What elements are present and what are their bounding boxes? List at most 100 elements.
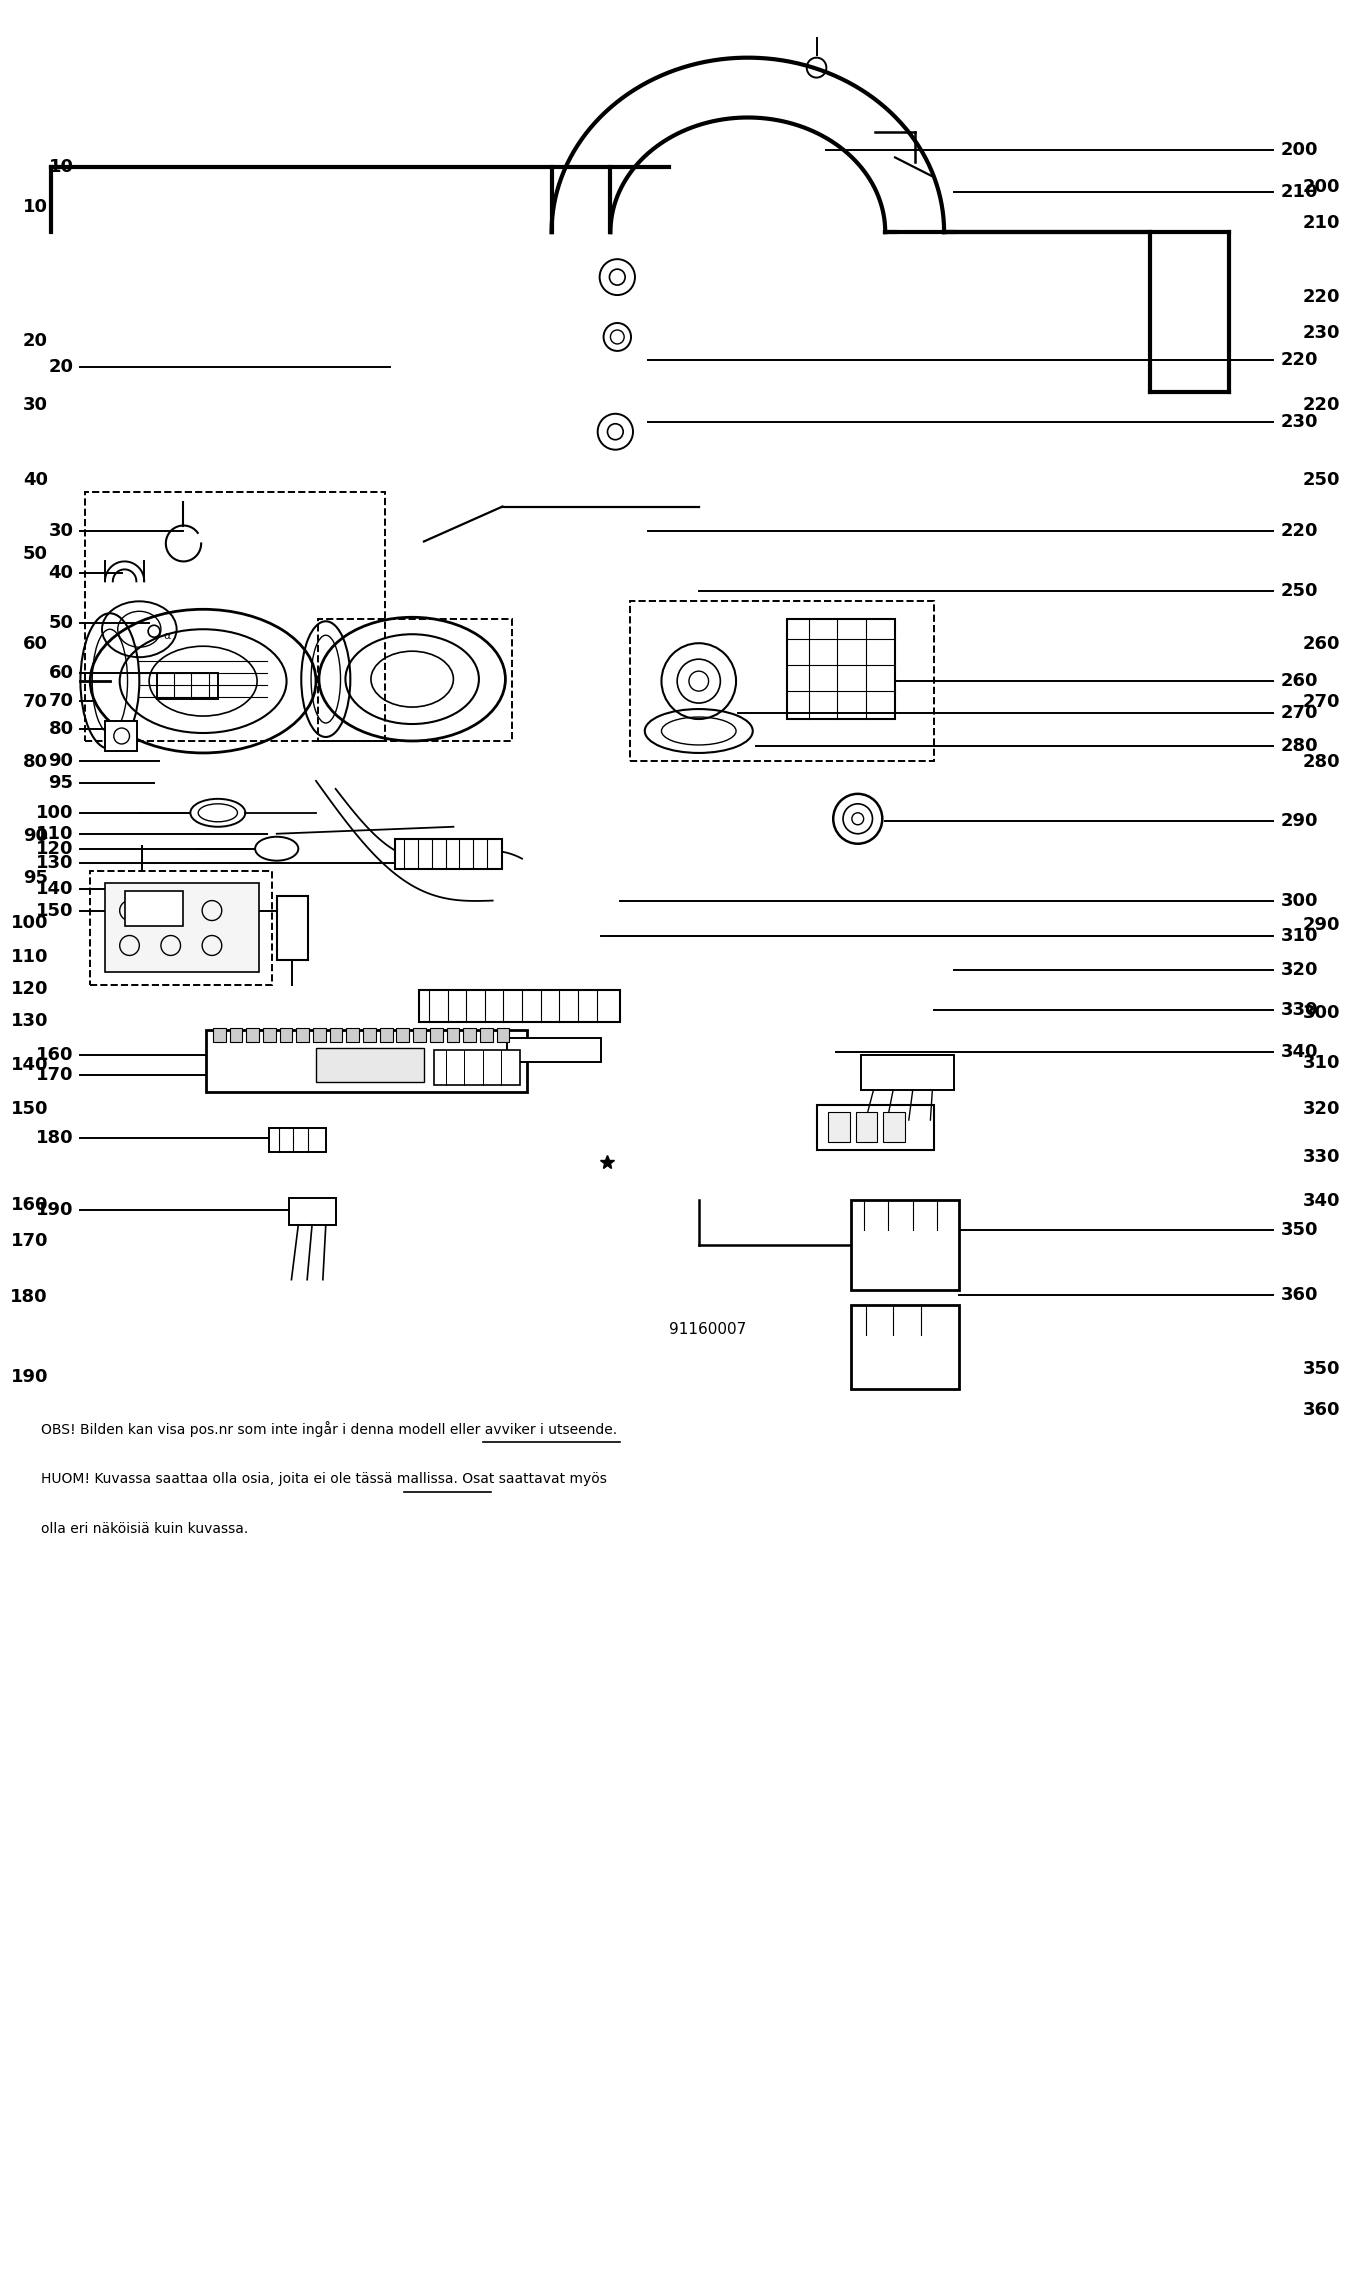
Text: 350: 350	[1303, 1361, 1339, 1379]
Bar	[289, 1199, 336, 1224]
Bar	[90, 870, 271, 986]
Text: 130: 130	[11, 1011, 49, 1030]
Text: 280: 280	[1281, 737, 1319, 756]
Text: 60: 60	[49, 664, 73, 683]
Text: 91160007: 91160007	[670, 1322, 747, 1338]
Text: 30: 30	[23, 397, 49, 416]
Bar	[363, 1027, 375, 1043]
Text: 230: 230	[1281, 413, 1319, 431]
Bar	[379, 1027, 393, 1043]
Text: 180: 180	[36, 1130, 73, 1146]
Text: 80: 80	[49, 719, 73, 737]
Text: 210: 210	[1303, 215, 1339, 233]
Text: 40: 40	[23, 470, 49, 489]
Text: 95: 95	[49, 774, 73, 792]
Text: 110: 110	[36, 824, 73, 842]
Text: 90: 90	[23, 826, 49, 845]
Bar	[447, 1027, 459, 1043]
Bar	[246, 1027, 259, 1043]
Bar	[297, 1027, 309, 1043]
Text: 200: 200	[1281, 142, 1319, 160]
Text: 310: 310	[1281, 927, 1319, 945]
Bar	[463, 1027, 477, 1043]
Text: 130: 130	[36, 854, 73, 872]
Text: 100: 100	[11, 913, 49, 931]
Bar	[850, 1201, 958, 1290]
Text: 190: 190	[11, 1368, 49, 1386]
Bar	[157, 673, 217, 699]
Bar	[850, 1304, 958, 1390]
Bar	[105, 721, 138, 751]
Bar	[479, 1027, 493, 1043]
Text: 270: 270	[1281, 703, 1319, 721]
Bar	[394, 838, 502, 868]
Text: 120: 120	[36, 840, 73, 858]
Text: 250: 250	[1281, 582, 1319, 600]
Text: 20: 20	[23, 333, 49, 349]
Text: 150: 150	[36, 902, 73, 920]
Text: 330: 330	[1303, 1148, 1339, 1167]
Text: 230: 230	[1303, 324, 1339, 342]
Text: 310: 310	[1303, 1055, 1339, 1071]
Text: 220: 220	[1281, 523, 1319, 541]
Bar	[207, 1030, 526, 1091]
Bar	[319, 619, 512, 742]
Text: 190: 190	[36, 1201, 73, 1219]
Text: 70: 70	[49, 692, 73, 710]
Bar	[269, 1128, 325, 1153]
Bar	[418, 991, 620, 1023]
Text: 360: 360	[1303, 1399, 1339, 1418]
Text: 320: 320	[1281, 961, 1319, 979]
Text: 360: 360	[1281, 1285, 1319, 1304]
Text: HUOM! Kuvassa saattaa olla osia, joita ei ole tässä mallissa. Osat saattavat myö: HUOM! Kuvassa saattaa olla osia, joita e…	[40, 1473, 608, 1486]
Bar	[883, 1112, 905, 1142]
Text: 180: 180	[11, 1288, 49, 1306]
Text: 300: 300	[1281, 893, 1319, 909]
Bar	[787, 619, 895, 719]
Text: 50: 50	[23, 546, 49, 562]
Bar	[817, 1105, 934, 1151]
Text: 350: 350	[1281, 1221, 1319, 1240]
Circle shape	[610, 331, 624, 345]
Text: 340: 340	[1303, 1192, 1339, 1210]
Text: 270: 270	[1303, 694, 1339, 710]
Bar	[313, 1027, 325, 1043]
Text: 340: 340	[1281, 1043, 1319, 1062]
Text: 140: 140	[11, 1055, 49, 1073]
Text: 160: 160	[36, 1046, 73, 1064]
Text: 140: 140	[36, 879, 73, 897]
Text: 290: 290	[1281, 813, 1319, 829]
Text: 10: 10	[23, 199, 49, 217]
Text: 70: 70	[23, 694, 49, 710]
Text: 250: 250	[1303, 470, 1339, 489]
Bar	[413, 1027, 425, 1043]
Text: OBS! Bilden kan visa pos.nr som inte ingår i denna modell eller avviker i utseen: OBS! Bilden kan visa pos.nr som inte ing…	[40, 1422, 617, 1438]
Text: 95: 95	[23, 870, 49, 888]
Text: olla eri näköisiä kuin kuvassa.: olla eri näköisiä kuin kuvassa.	[40, 1523, 248, 1536]
Bar	[861, 1055, 954, 1089]
Bar	[508, 1039, 601, 1062]
Bar	[277, 895, 308, 961]
Text: 280: 280	[1303, 753, 1341, 772]
Text: 220: 220	[1303, 288, 1339, 306]
Text: 150: 150	[11, 1100, 49, 1119]
Text: 160: 160	[11, 1196, 49, 1215]
Text: α: α	[163, 630, 171, 642]
Circle shape	[852, 813, 864, 824]
Text: 170: 170	[11, 1233, 49, 1251]
Text: 260: 260	[1303, 635, 1339, 653]
Bar	[433, 1050, 520, 1084]
Text: 200: 200	[1303, 178, 1339, 196]
Bar	[497, 1027, 509, 1043]
Bar	[213, 1027, 225, 1043]
Text: 330: 330	[1281, 1002, 1319, 1018]
Bar	[397, 1027, 409, 1043]
Text: 290: 290	[1303, 915, 1339, 934]
Bar	[279, 1027, 293, 1043]
Text: 110: 110	[11, 947, 49, 966]
Text: 30: 30	[49, 523, 73, 541]
Bar	[429, 1027, 443, 1043]
Text: 100: 100	[36, 804, 73, 822]
Text: 50: 50	[49, 614, 73, 632]
Text: 260: 260	[1281, 671, 1319, 689]
